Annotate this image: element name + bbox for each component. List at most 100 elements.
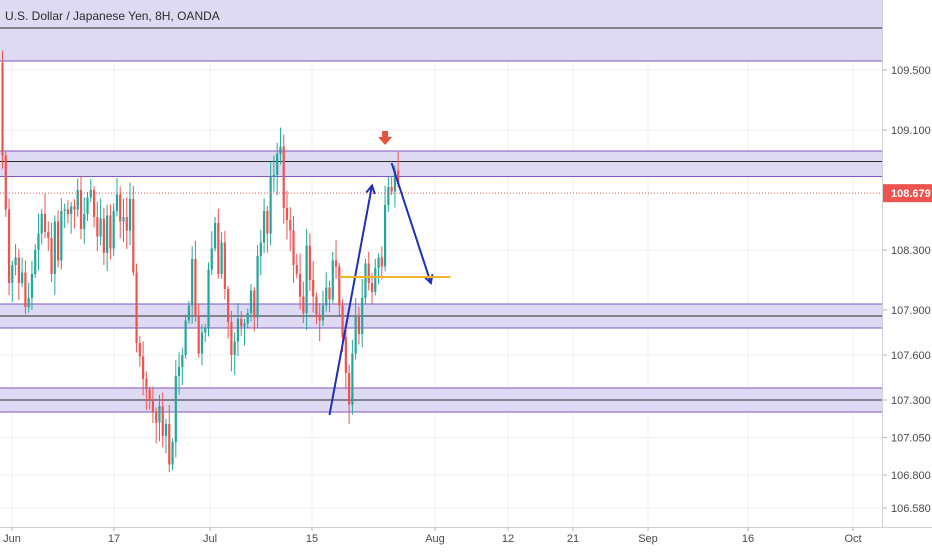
candle-body [83,214,86,229]
candle-body [338,266,341,306]
candle-body [318,314,321,321]
x-tick-label: 12 [502,533,514,545]
candle-body [370,283,374,292]
candle-body [171,442,174,465]
candle-body [397,170,400,184]
candle-body [194,259,197,316]
price-axis[interactable]: 109.500 109.100 108.300 107.900 107.600 107.3… [883,65,932,515]
y-tick-label: 107.900 [891,305,931,317]
last-price-label: 108.679 [891,188,931,200]
down-arrow-shaft [390,162,432,284]
candle-body [60,211,63,261]
candle-body [142,356,145,379]
x-tick-label: 15 [306,533,318,545]
x-tick-label: 21 [567,533,579,545]
candle-body [295,265,298,274]
candle-body [151,400,155,412]
candle-body [328,287,331,300]
candle-body [207,269,210,328]
candle-body [308,245,311,280]
candle-body [37,233,40,250]
x-tick-label: Jun [3,533,21,545]
candle-body [213,223,217,249]
y-tick-label: 106.580 [891,503,931,515]
candle-body [4,155,7,210]
candle-body [383,205,387,267]
candle-body [282,146,285,208]
zone-band [0,151,883,177]
candle-body [155,412,158,423]
candle-body [145,379,148,390]
time-axis[interactable]: Jun 17 Jul 15 Aug 12 21 Sep 16 Oct [3,527,862,545]
candle-body [11,265,14,283]
candle-body [246,313,249,324]
candle-body [312,280,315,297]
candle-body [269,176,272,234]
candle-body [102,218,105,253]
candle-body [47,232,50,238]
candle-body [56,221,60,261]
up-arrow-head [365,183,376,195]
candle-body [14,257,17,265]
candle-body [63,209,66,211]
x-tick-label: 16 [742,533,754,545]
candle-body [66,209,69,214]
candle-body [393,170,396,192]
candle-body [40,214,43,234]
candle-body [390,187,393,192]
candle-body [27,298,30,307]
candle-body [344,337,347,373]
candle-body [263,211,266,243]
last-price-badge [883,184,932,203]
candle-body [70,206,73,214]
candle-body [387,187,390,205]
candle-body [161,406,164,436]
candle-body [289,220,292,231]
candle-body [236,319,240,342]
candle-body [122,217,125,222]
up-arrow-shaft [328,185,373,416]
x-tick-label: Oct [844,533,861,545]
candle-body [233,341,236,355]
candle-body [43,214,47,232]
candle-body [106,215,109,253]
x-tick-label: Jul [203,533,217,545]
candle-body [220,242,223,274]
x-tick-label: Sep [638,533,658,545]
candle-body [380,257,383,267]
x-tick-label: 17 [108,533,120,545]
sell-marker-head [378,137,393,145]
candle-body [92,190,96,217]
candle-body [210,248,213,270]
candle-body [292,230,295,265]
candle-body [96,217,99,237]
sell-marker-stem [382,131,389,138]
candle-body [24,272,27,307]
candle-body [321,305,325,321]
candle-body [177,367,181,376]
candle-body [217,223,220,274]
candle-body [53,221,56,274]
candle-body [73,206,76,210]
candle-body [17,257,20,283]
candles [1,50,400,473]
x-tick-label: Aug [425,533,445,545]
candle-body [109,215,112,249]
candle-body [351,353,354,405]
candle-body [135,272,138,343]
y-tick-label: 109.500 [891,65,931,77]
candle-body [357,316,361,334]
candle-body [223,242,226,289]
candle-body [249,290,253,313]
candle-body [259,242,262,256]
candle-body [272,175,276,177]
y-tick-label: 107.050 [891,433,931,445]
candle-body [243,323,246,327]
candle-body [341,305,344,337]
zones [0,0,883,413]
candle-body [99,218,102,237]
candle-body [227,289,230,322]
